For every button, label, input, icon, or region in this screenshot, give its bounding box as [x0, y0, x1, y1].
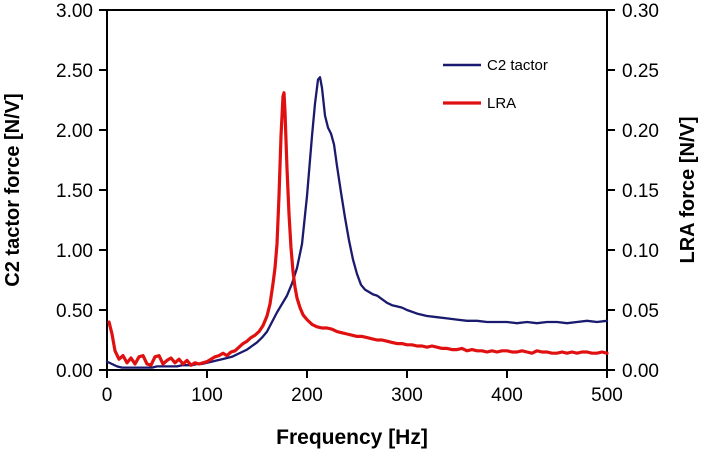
right-axis-tick-label: 0.00 [622, 361, 659, 382]
x-axis-tick-label: 200 [291, 385, 323, 406]
left-axis-tick-label: 1.50 [56, 181, 93, 202]
left-axis-tick-label: 2.50 [56, 61, 93, 82]
x-axis-title: Frequency [Hz] [276, 426, 428, 449]
legend-label-lra: LRA [487, 95, 516, 112]
series-line-c2-tactor [105, 76, 609, 369]
right-axis-tick-label: 0.20 [622, 121, 659, 142]
legend-label-c2-tactor: C2 tactor [487, 57, 548, 74]
series-line-lra [107, 91, 609, 367]
x-axis-tick-label: 100 [191, 385, 223, 406]
left-axis-title: C2 tactor force [N/V] [2, 93, 24, 286]
right-axis-title: LRA force [N/V] [677, 116, 699, 263]
x-axis-tick-label: 500 [591, 385, 623, 406]
left-axis-tick-label: 3.00 [56, 1, 93, 22]
right-axis-tick-label: 0.15 [622, 181, 659, 202]
left-axis-tick-label: 1.00 [56, 241, 93, 262]
legend: C2 tactor LRA [443, 57, 548, 112]
right-axis-tick-label: 0.05 [622, 301, 659, 322]
left-axis-tick-label: 2.00 [56, 121, 93, 142]
left-axis-tick-label: 0.00 [56, 361, 93, 382]
plot-series [105, 76, 609, 369]
x-axis-tick-label: 300 [391, 385, 423, 406]
right-axis-tick-label: 0.30 [622, 1, 659, 22]
x-axis-tick-label: 400 [491, 385, 523, 406]
left-axis-tick-label: 0.50 [56, 301, 93, 322]
right-axis-tick-label: 0.25 [622, 61, 659, 82]
axis-ticks: 0 100 200 300 400 500 0.00 0.50 1.00 1.50 2.00 2.50… [56, 1, 659, 406]
right-axis-tick-label: 0.10 [622, 241, 659, 262]
x-axis-tick-label: 0 [102, 385, 113, 406]
